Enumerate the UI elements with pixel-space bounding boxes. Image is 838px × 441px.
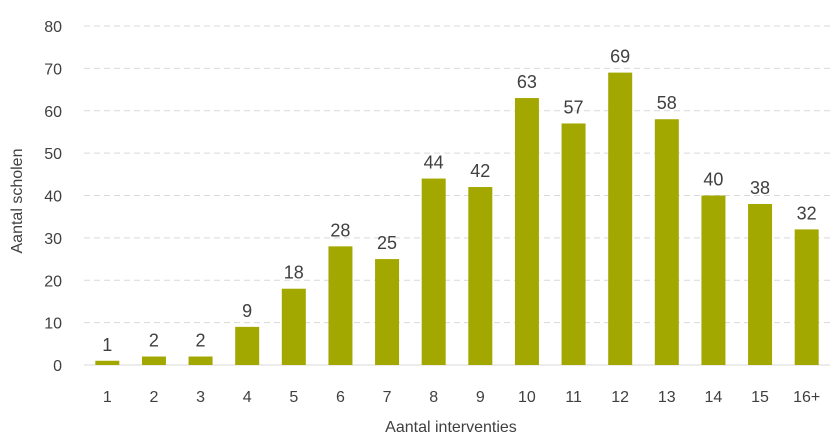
x-tick-label: 10: [518, 389, 536, 406]
bar: [561, 123, 586, 366]
data-label: 9: [242, 301, 252, 321]
x-tick-label: 7: [383, 389, 392, 406]
data-label: 57: [564, 97, 584, 117]
gridlines: [84, 25, 830, 366]
x-tick-label: 4: [243, 389, 252, 406]
x-tick-label: 6: [336, 389, 345, 406]
x-axis-tick-labels: 1 2 3 4 5 6 7 8 9 10 11 12 13 14 15 16+: [103, 389, 820, 406]
data-label: 38: [750, 178, 770, 198]
bar: [514, 98, 539, 365]
bar: [141, 356, 166, 365]
y-axis-tick-labels: 0 10 20 30 40 50 60 70 80: [44, 19, 62, 375]
data-label: 25: [377, 233, 397, 253]
x-tick-label: 1: [103, 389, 112, 406]
y-tick-label: 80: [44, 19, 62, 36]
bar: [794, 229, 819, 365]
data-label: 69: [610, 47, 630, 67]
data-label: 42: [470, 161, 490, 181]
bar: [281, 288, 306, 365]
bar: [468, 187, 493, 365]
data-label: 44: [424, 153, 444, 173]
data-labels: 1 2 2 9 18 28 25 44 42 63 57 69 58 40 38 32: [102, 47, 816, 355]
y-tick-label: 20: [44, 273, 62, 290]
bars: [95, 72, 819, 366]
bar: [95, 360, 120, 365]
x-tick-label: 8: [429, 389, 438, 406]
data-label: 58: [657, 93, 677, 113]
x-tick-label: 13: [658, 389, 676, 406]
y-tick-label: 60: [44, 104, 62, 121]
y-tick-label: 40: [44, 189, 62, 206]
bar: [235, 326, 260, 365]
y-axis-title: Aantal scholen: [9, 149, 26, 254]
bar: [421, 178, 446, 365]
bar: [608, 72, 633, 366]
x-tick-label: 12: [611, 389, 629, 406]
x-tick-label: 14: [705, 389, 723, 406]
bar: [654, 119, 679, 365]
data-label: 18: [284, 263, 304, 283]
x-tick-label: 5: [289, 389, 298, 406]
y-tick-label: 50: [44, 146, 62, 163]
data-label: 63: [517, 72, 537, 92]
data-label: 32: [797, 203, 817, 223]
y-tick-label: 0: [53, 358, 62, 375]
data-label: 40: [703, 170, 723, 190]
y-tick-label: 30: [44, 231, 62, 248]
bar: [188, 356, 213, 365]
x-tick-label: 2: [149, 389, 158, 406]
data-label: 28: [330, 220, 350, 240]
y-tick-label: 10: [44, 316, 62, 333]
x-tick-label: 15: [751, 389, 769, 406]
x-tick-label: 9: [476, 389, 485, 406]
bar: [748, 203, 773, 365]
x-tick-label: 11: [565, 389, 582, 406]
data-label: 1: [102, 335, 112, 355]
bar: [375, 259, 400, 365]
x-tick-label: 3: [196, 389, 205, 406]
y-tick-label: 70: [44, 61, 62, 78]
data-label: 2: [149, 331, 159, 351]
bar: [701, 195, 726, 365]
data-label: 2: [196, 331, 206, 351]
x-tick-label: 16+: [793, 389, 820, 406]
x-axis-title: Aantal interventies: [385, 419, 517, 436]
bar: [328, 246, 353, 365]
